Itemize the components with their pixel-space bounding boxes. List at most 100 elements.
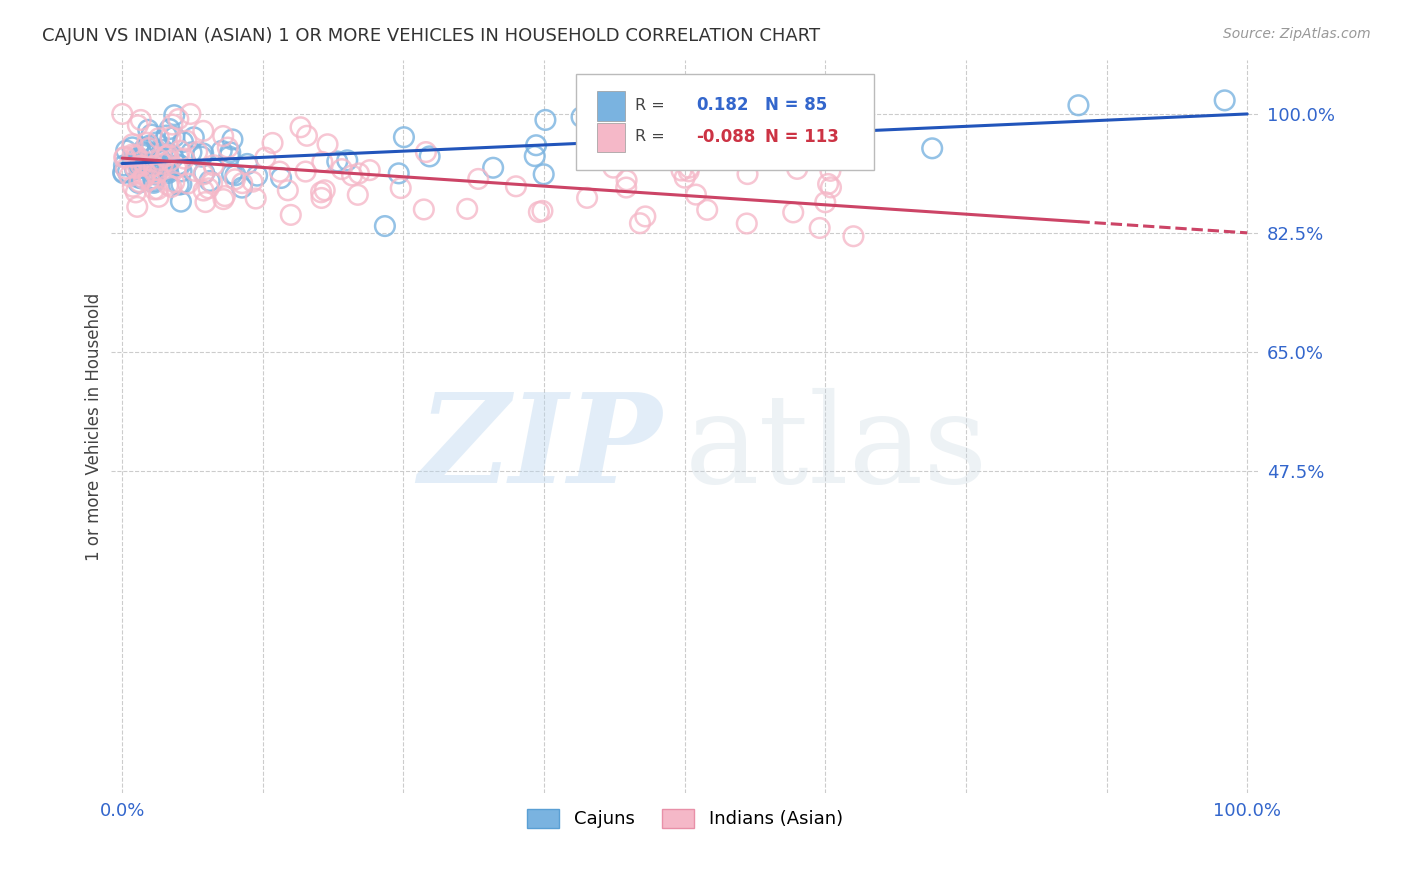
Point <box>112 165 135 179</box>
Text: R =: R = <box>636 97 665 112</box>
Point <box>673 170 696 185</box>
Point <box>583 146 606 161</box>
Point <box>149 159 172 173</box>
Point <box>808 221 831 235</box>
Point <box>170 194 193 209</box>
Point <box>127 159 149 173</box>
Point <box>152 163 174 178</box>
Point <box>245 192 267 206</box>
Point <box>176 134 198 148</box>
Point <box>193 124 215 138</box>
Point <box>202 158 225 172</box>
Point <box>820 180 842 194</box>
Point <box>193 167 215 181</box>
Point <box>527 205 550 219</box>
Point <box>842 108 865 122</box>
Point <box>214 189 236 203</box>
Point <box>146 136 169 150</box>
Point <box>571 110 593 124</box>
Point <box>169 159 191 173</box>
Point <box>115 161 138 176</box>
Point <box>170 177 193 191</box>
Text: CAJUN VS INDIAN (ASIAN) 1 OR MORE VEHICLES IN HOUSEHOLD CORRELATION CHART: CAJUN VS INDIAN (ASIAN) 1 OR MORE VEHICL… <box>42 27 820 45</box>
Point <box>167 112 190 126</box>
Point <box>290 120 312 135</box>
Point <box>134 142 156 156</box>
Point <box>347 166 370 180</box>
Point <box>314 183 336 197</box>
Point <box>198 174 221 188</box>
Point <box>242 175 264 189</box>
Point <box>340 169 363 183</box>
Point <box>145 168 167 182</box>
Point <box>157 166 180 180</box>
Point <box>177 177 200 191</box>
Point <box>157 158 180 172</box>
Point <box>150 153 173 168</box>
Point <box>138 141 160 155</box>
Point <box>160 180 183 194</box>
Point <box>173 152 195 166</box>
Point <box>388 166 411 180</box>
Point <box>146 182 169 196</box>
Point <box>412 202 434 217</box>
Point <box>139 161 162 175</box>
Point <box>415 145 437 159</box>
Text: N = 113: N = 113 <box>765 128 839 145</box>
Point <box>152 157 174 171</box>
Point <box>179 107 201 121</box>
FancyBboxPatch shape <box>598 123 626 152</box>
Point <box>152 143 174 157</box>
Point <box>602 161 624 175</box>
Point <box>138 173 160 187</box>
Point <box>121 147 143 161</box>
Point <box>330 162 353 177</box>
Point <box>142 174 165 188</box>
Point <box>277 183 299 197</box>
Point <box>218 150 240 164</box>
Point <box>134 145 156 160</box>
Point <box>112 166 135 180</box>
Point <box>467 172 489 186</box>
Point <box>309 186 332 200</box>
Point <box>336 153 359 168</box>
Point <box>159 153 181 168</box>
Point <box>190 150 212 164</box>
Point <box>183 130 205 145</box>
Point <box>246 169 269 183</box>
Point <box>129 112 152 127</box>
Point <box>124 162 146 177</box>
Text: atlas: atlas <box>685 388 988 509</box>
Point <box>141 166 163 180</box>
Point <box>132 171 155 186</box>
Point <box>156 164 179 178</box>
Point <box>685 187 707 202</box>
Point <box>221 132 243 146</box>
Point <box>127 151 149 165</box>
Point <box>157 148 180 162</box>
Point <box>212 192 235 206</box>
Point <box>456 202 478 216</box>
Point <box>217 140 239 154</box>
Point <box>616 173 638 187</box>
Point <box>730 120 752 134</box>
Point <box>262 136 284 150</box>
Point <box>221 167 243 181</box>
Point <box>165 161 187 175</box>
Point <box>159 130 181 145</box>
Point <box>167 178 190 192</box>
Point <box>374 219 396 233</box>
Point <box>817 177 839 191</box>
Point <box>136 141 159 155</box>
Point <box>311 155 333 169</box>
Point <box>142 159 165 173</box>
Point <box>231 180 253 194</box>
Point <box>125 149 148 163</box>
Point <box>236 157 259 171</box>
Point <box>111 107 134 121</box>
Point <box>170 164 193 178</box>
Point <box>128 175 150 189</box>
Point <box>194 195 217 210</box>
FancyBboxPatch shape <box>598 91 626 120</box>
Point <box>131 171 153 186</box>
